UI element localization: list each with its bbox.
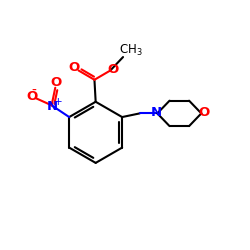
Text: O: O <box>107 63 118 76</box>
Text: -: - <box>32 84 36 98</box>
Text: O: O <box>26 90 38 102</box>
Text: O: O <box>68 61 80 74</box>
Text: O: O <box>50 76 62 89</box>
Text: CH$_3$: CH$_3$ <box>119 44 143 59</box>
Text: +: + <box>54 97 62 107</box>
Text: O: O <box>198 106 209 119</box>
Text: N: N <box>150 106 162 119</box>
Text: N: N <box>47 100 58 113</box>
